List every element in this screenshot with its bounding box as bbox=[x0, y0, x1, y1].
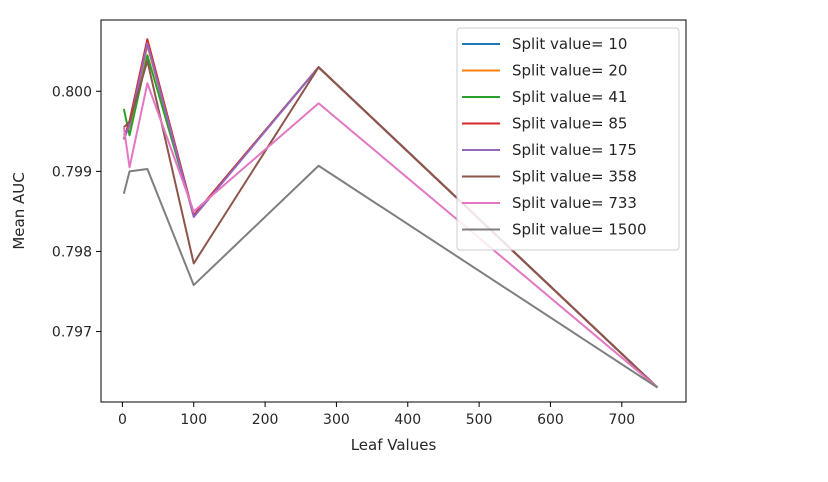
legend-entry: Split value= 733 bbox=[512, 194, 637, 212]
series-line-8 bbox=[122, 164, 659, 389]
y-tick-label: 0.799 bbox=[52, 164, 92, 180]
y-axis: 0.797 0.798 0.799 0.800 bbox=[52, 84, 101, 341]
y-tick-label: 0.797 bbox=[52, 325, 92, 341]
series-layer bbox=[122, 38, 659, 389]
x-tick-label: 100 bbox=[180, 412, 207, 428]
legend: Split value= 10 Split value= 20 Split valu… bbox=[456, 27, 680, 251]
series-line-6 bbox=[123, 59, 659, 389]
x-axis: 0 100 200 300 400 500 600 700 bbox=[118, 402, 635, 428]
x-tick-label: 700 bbox=[608, 412, 635, 428]
legend-entry: Split value= 175 bbox=[512, 141, 637, 159]
x-tick-label: 200 bbox=[252, 412, 279, 428]
series-line-7 bbox=[122, 82, 659, 389]
x-tick-label: 600 bbox=[537, 412, 564, 428]
x-tick-label: 0 bbox=[118, 412, 127, 428]
x-tick-label: 300 bbox=[323, 412, 350, 428]
y-tick-label: 0.798 bbox=[52, 244, 92, 260]
legend-entry: Split value= 358 bbox=[512, 168, 637, 186]
y-tick-label: 0.800 bbox=[52, 84, 92, 100]
legend-entry: Split value= 10 bbox=[512, 35, 627, 53]
legend-entry: Split value= 41 bbox=[512, 88, 627, 106]
legend-entry: Split value= 20 bbox=[512, 62, 627, 80]
legend-entry: Split value= 1500 bbox=[512, 221, 647, 239]
legend-entry: Split value= 85 bbox=[512, 115, 627, 133]
x-tick-label: 400 bbox=[394, 412, 421, 428]
legend-box bbox=[456, 27, 680, 251]
x-axis-label: Leaf Values bbox=[351, 436, 437, 454]
x-tick-label: 500 bbox=[466, 412, 493, 428]
y-axis-label: Mean AUC bbox=[10, 172, 28, 249]
axes-frame bbox=[100, 19, 687, 403]
